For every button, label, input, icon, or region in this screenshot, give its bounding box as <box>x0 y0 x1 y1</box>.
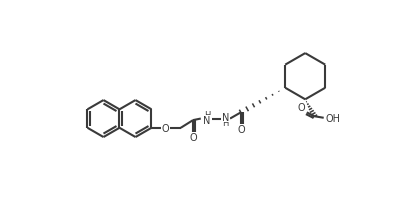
Text: N: N <box>203 116 211 125</box>
Text: O: O <box>189 132 197 142</box>
Text: O: O <box>162 123 169 133</box>
Text: H: H <box>222 118 229 127</box>
Text: OH: OH <box>326 113 340 123</box>
Text: O: O <box>298 103 305 112</box>
Text: H: H <box>204 111 210 120</box>
Text: O: O <box>237 125 245 135</box>
Text: N: N <box>222 112 229 122</box>
